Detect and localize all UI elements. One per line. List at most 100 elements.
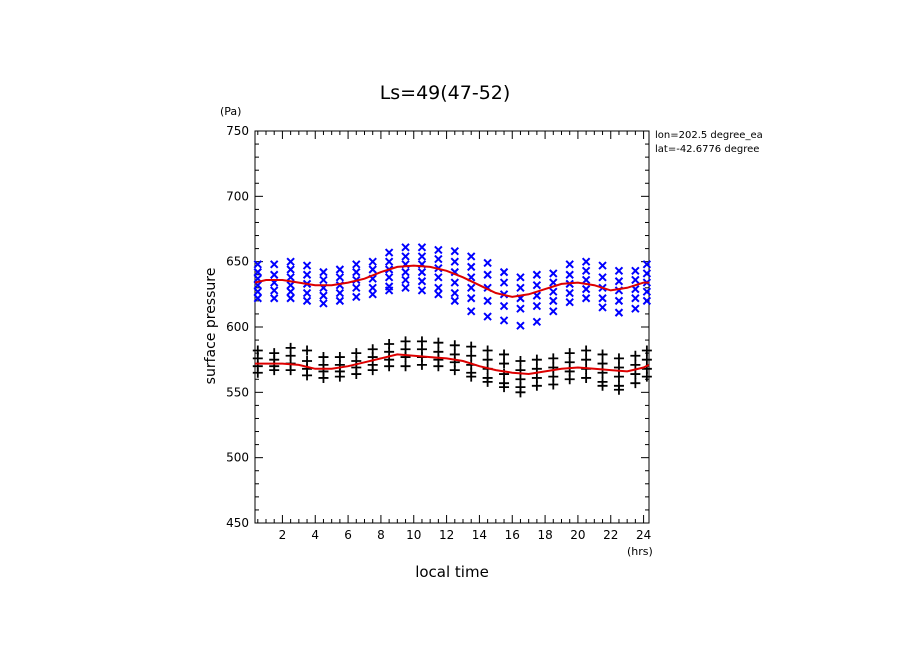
data-point-x <box>532 317 542 326</box>
data-point-x <box>466 262 476 272</box>
data-point-x <box>269 286 279 295</box>
data-point-x <box>269 294 279 303</box>
x-axis-label: local time <box>415 563 489 581</box>
data-point-plus <box>400 352 411 363</box>
data-point-x <box>269 270 279 279</box>
data-point-plus <box>482 376 493 387</box>
data-point-x <box>549 287 558 296</box>
x-tick-label: 4 <box>311 528 319 542</box>
data-point-plus <box>302 370 313 381</box>
x-unit-label: (hrs) <box>627 545 653 558</box>
data-point-x <box>401 275 410 285</box>
data-point-x <box>466 252 476 261</box>
data-point-x <box>302 296 312 306</box>
data-point-plus <box>548 379 559 390</box>
x-tick-label: 6 <box>344 528 352 542</box>
data-point-x <box>450 278 459 287</box>
data-point-x <box>286 265 295 274</box>
data-point-plus <box>285 365 296 376</box>
data-point-plus <box>581 372 592 383</box>
data-point-plus <box>466 341 477 352</box>
data-point-x <box>401 283 410 293</box>
data-point-plus <box>630 378 641 389</box>
data-point-plus <box>564 357 575 368</box>
data-point-x <box>253 287 262 296</box>
x-tick-label: 2 <box>279 528 287 542</box>
data-point-x <box>417 252 427 261</box>
data-point-x <box>466 283 476 293</box>
data-point-x <box>434 273 443 282</box>
data-point-plus <box>515 355 526 366</box>
data-point-plus <box>351 369 362 380</box>
data-point-x <box>335 288 345 298</box>
data-point-x <box>434 290 443 299</box>
data-point-x <box>450 296 459 306</box>
data-point-x <box>384 248 394 257</box>
data-point-plus <box>499 382 510 393</box>
data-point-x <box>483 258 492 268</box>
data-point-plus <box>613 353 624 364</box>
data-point-x <box>516 283 525 293</box>
x-tick-label: 22 <box>603 528 618 542</box>
data-point-plus <box>252 367 263 378</box>
data-point-x <box>631 275 640 285</box>
data-point-x <box>368 257 377 266</box>
data-point-x <box>335 265 345 274</box>
data-point-x <box>598 273 607 282</box>
data-point-x <box>581 284 591 294</box>
data-point-x <box>642 287 652 296</box>
data-point-x <box>434 245 443 255</box>
data-point-x <box>417 267 427 277</box>
chart-title: Ls=49(47-52) <box>380 82 511 104</box>
data-point-x <box>434 254 443 264</box>
data-point-plus <box>613 371 624 382</box>
x-tick-label: 8 <box>377 528 385 542</box>
data-point-x <box>417 286 427 295</box>
data-point-x <box>269 260 279 269</box>
data-point-x <box>565 297 574 307</box>
data-point-plus <box>466 371 477 382</box>
data-point-x <box>352 260 361 269</box>
data-point-x <box>319 267 328 277</box>
data-point-x <box>549 296 558 306</box>
data-point-plus <box>416 359 427 370</box>
data-point-x <box>614 308 624 317</box>
y-tick-label: 750 <box>226 124 249 138</box>
y-tick-label: 600 <box>226 320 249 334</box>
data-point-x <box>401 243 410 252</box>
data-point-plus <box>515 387 526 398</box>
y-unit-label: (Pa) <box>220 105 241 118</box>
data-point-x <box>319 275 328 285</box>
data-point-x <box>352 267 361 277</box>
data-point-x <box>466 307 476 316</box>
data-point-x <box>642 296 652 306</box>
data-point-x <box>286 294 295 303</box>
data-point-x <box>466 294 476 303</box>
x-tick-label: 16 <box>505 528 520 542</box>
data-point-plus <box>597 349 608 360</box>
fit-curve <box>255 353 650 376</box>
data-point-plus <box>581 345 592 356</box>
y-tick-label: 500 <box>226 451 249 465</box>
data-point-x <box>581 275 591 285</box>
data-point-plus <box>499 358 510 369</box>
data-point-x <box>631 304 640 313</box>
data-point-x <box>499 301 509 311</box>
data-point-x <box>450 288 459 298</box>
data-point-plus <box>499 349 510 360</box>
data-point-plus <box>269 365 280 376</box>
x-tick-label: 10 <box>406 528 421 542</box>
data-point-x <box>631 294 640 303</box>
data-point-x <box>253 294 262 303</box>
data-point-x <box>614 266 624 276</box>
data-point-x <box>614 296 624 306</box>
data-point-x <box>565 260 574 269</box>
data-point-x <box>499 278 509 287</box>
x-tick-label: 20 <box>570 528 585 542</box>
data-point-x <box>253 260 262 269</box>
data-point-x <box>286 257 295 266</box>
data-point-plus <box>630 359 641 370</box>
data-point-x <box>368 290 377 299</box>
data-point-plus <box>334 371 345 382</box>
